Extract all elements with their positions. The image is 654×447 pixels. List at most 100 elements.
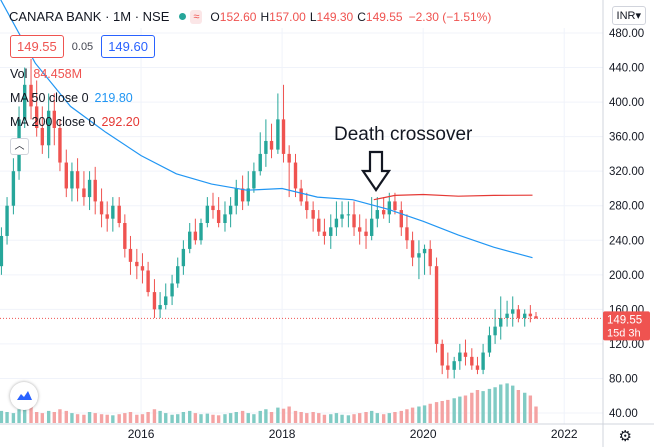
tradingview-logo[interactable] — [10, 382, 38, 410]
volume-bar — [281, 408, 286, 423]
ohlc-open: O152.60 — [210, 9, 257, 24]
candle-body — [269, 140, 274, 150]
volume-bar — [287, 406, 291, 423]
volume-bar — [46, 410, 51, 423]
volume-bar — [252, 414, 256, 423]
volume-bar — [34, 412, 39, 423]
candle-body — [46, 110, 51, 146]
volume-bar — [205, 413, 210, 423]
candle-body — [352, 214, 356, 228]
sell-price-button[interactable]: 149.55 — [10, 35, 64, 58]
volume-bar — [505, 383, 509, 423]
candle-body — [22, 84, 27, 120]
collapse-legend-button[interactable]: ︿ — [10, 138, 29, 155]
candle-body — [375, 210, 380, 219]
volume-bar — [340, 414, 344, 423]
volume-bar — [440, 401, 444, 423]
volume-bar — [534, 406, 538, 423]
candle-body — [87, 179, 92, 198]
candle-body — [417, 253, 421, 258]
volume-bar — [228, 413, 233, 423]
gear-icon[interactable]: ⚙ — [618, 428, 632, 445]
volume-bar — [216, 415, 221, 423]
ma50-indicator[interactable]: MA 50 close 0 219.80 — [10, 91, 133, 105]
volume-bar — [511, 385, 515, 423]
volume-bar — [117, 414, 121, 423]
volume-bar — [58, 409, 62, 423]
candle-body — [11, 171, 16, 206]
arrow-down-icon — [360, 150, 392, 192]
candle-body — [70, 171, 74, 189]
candle-body — [410, 240, 415, 258]
candle-body — [481, 352, 485, 370]
ma200-indicator[interactable]: MA 200 close 0 292.20 — [10, 115, 140, 129]
buy-price-button[interactable]: 149.60 — [101, 35, 155, 58]
volume-bar — [452, 398, 456, 423]
volume-bar — [135, 414, 139, 423]
candle-body — [317, 218, 321, 232]
volume-indicator[interactable]: Vol 84.458M — [10, 67, 83, 81]
volume-bar — [105, 414, 109, 423]
volume-bar — [5, 412, 9, 423]
candle-body — [399, 210, 403, 228]
candle-body — [188, 231, 192, 249]
candle-body — [123, 223, 127, 249]
currency-label: INR — [616, 10, 636, 22]
volume-bar — [170, 414, 174, 423]
volume-bar — [99, 414, 104, 423]
volume-bar — [322, 414, 327, 423]
x-tick-label: 2018 — [269, 427, 296, 441]
volume-bar — [352, 414, 356, 423]
y-tick-label: 440.00 — [609, 63, 644, 75]
volume-bar — [264, 409, 268, 423]
candle-body — [64, 162, 68, 189]
candle-body — [334, 218, 339, 228]
volume-bar — [528, 395, 533, 423]
trade-row: 149.55 0.05 149.60 — [10, 35, 155, 58]
volume-bar — [481, 391, 485, 423]
candle-body — [422, 248, 427, 254]
symbol-title[interactable]: CANARA BANK · 1M · NSE — [9, 9, 170, 24]
price-change: −2.30 (−1.51%) — [408, 9, 492, 24]
volume-bar — [381, 414, 386, 423]
currency-selector[interactable]: INR▾ — [611, 6, 646, 25]
candle-body — [117, 205, 121, 223]
volume-bar — [234, 412, 238, 423]
candle-body — [505, 313, 509, 318]
candle-body — [528, 313, 533, 317]
candle-body — [82, 188, 86, 198]
candle-body — [211, 205, 215, 211]
candle-body — [470, 356, 474, 366]
volume-bar — [458, 396, 462, 423]
candle-body — [458, 352, 462, 362]
candle-body — [340, 214, 344, 219]
candle-body — [322, 231, 327, 236]
candle-body — [446, 365, 450, 370]
volume-bar — [269, 412, 274, 423]
candle-body — [164, 296, 168, 306]
chevron-down-icon: ▾ — [635, 10, 641, 22]
candle-body — [475, 365, 480, 370]
volume-bar — [417, 406, 421, 423]
y-tick-label: 120.00 — [609, 339, 644, 351]
volume-bar — [223, 414, 227, 423]
y-tick-label: 200.00 — [609, 270, 644, 282]
volume-bar — [276, 407, 280, 423]
ma50-line — [0, 0, 533, 259]
volume-bar — [410, 407, 415, 423]
candle-body — [99, 201, 104, 215]
candle-body — [216, 210, 221, 223]
volume-bar — [188, 410, 192, 423]
candle-body — [523, 313, 527, 318]
volume-bar — [17, 409, 21, 423]
candle-body — [234, 188, 238, 206]
candle-body — [193, 231, 198, 241]
volume-bar — [446, 399, 450, 423]
candle-body — [493, 326, 497, 336]
candle-body — [75, 171, 80, 189]
y-tick-label: 400.00 — [609, 97, 644, 109]
candle-body — [111, 205, 115, 219]
candle-body — [52, 110, 56, 128]
ohlc-low: L149.30 — [309, 9, 354, 24]
